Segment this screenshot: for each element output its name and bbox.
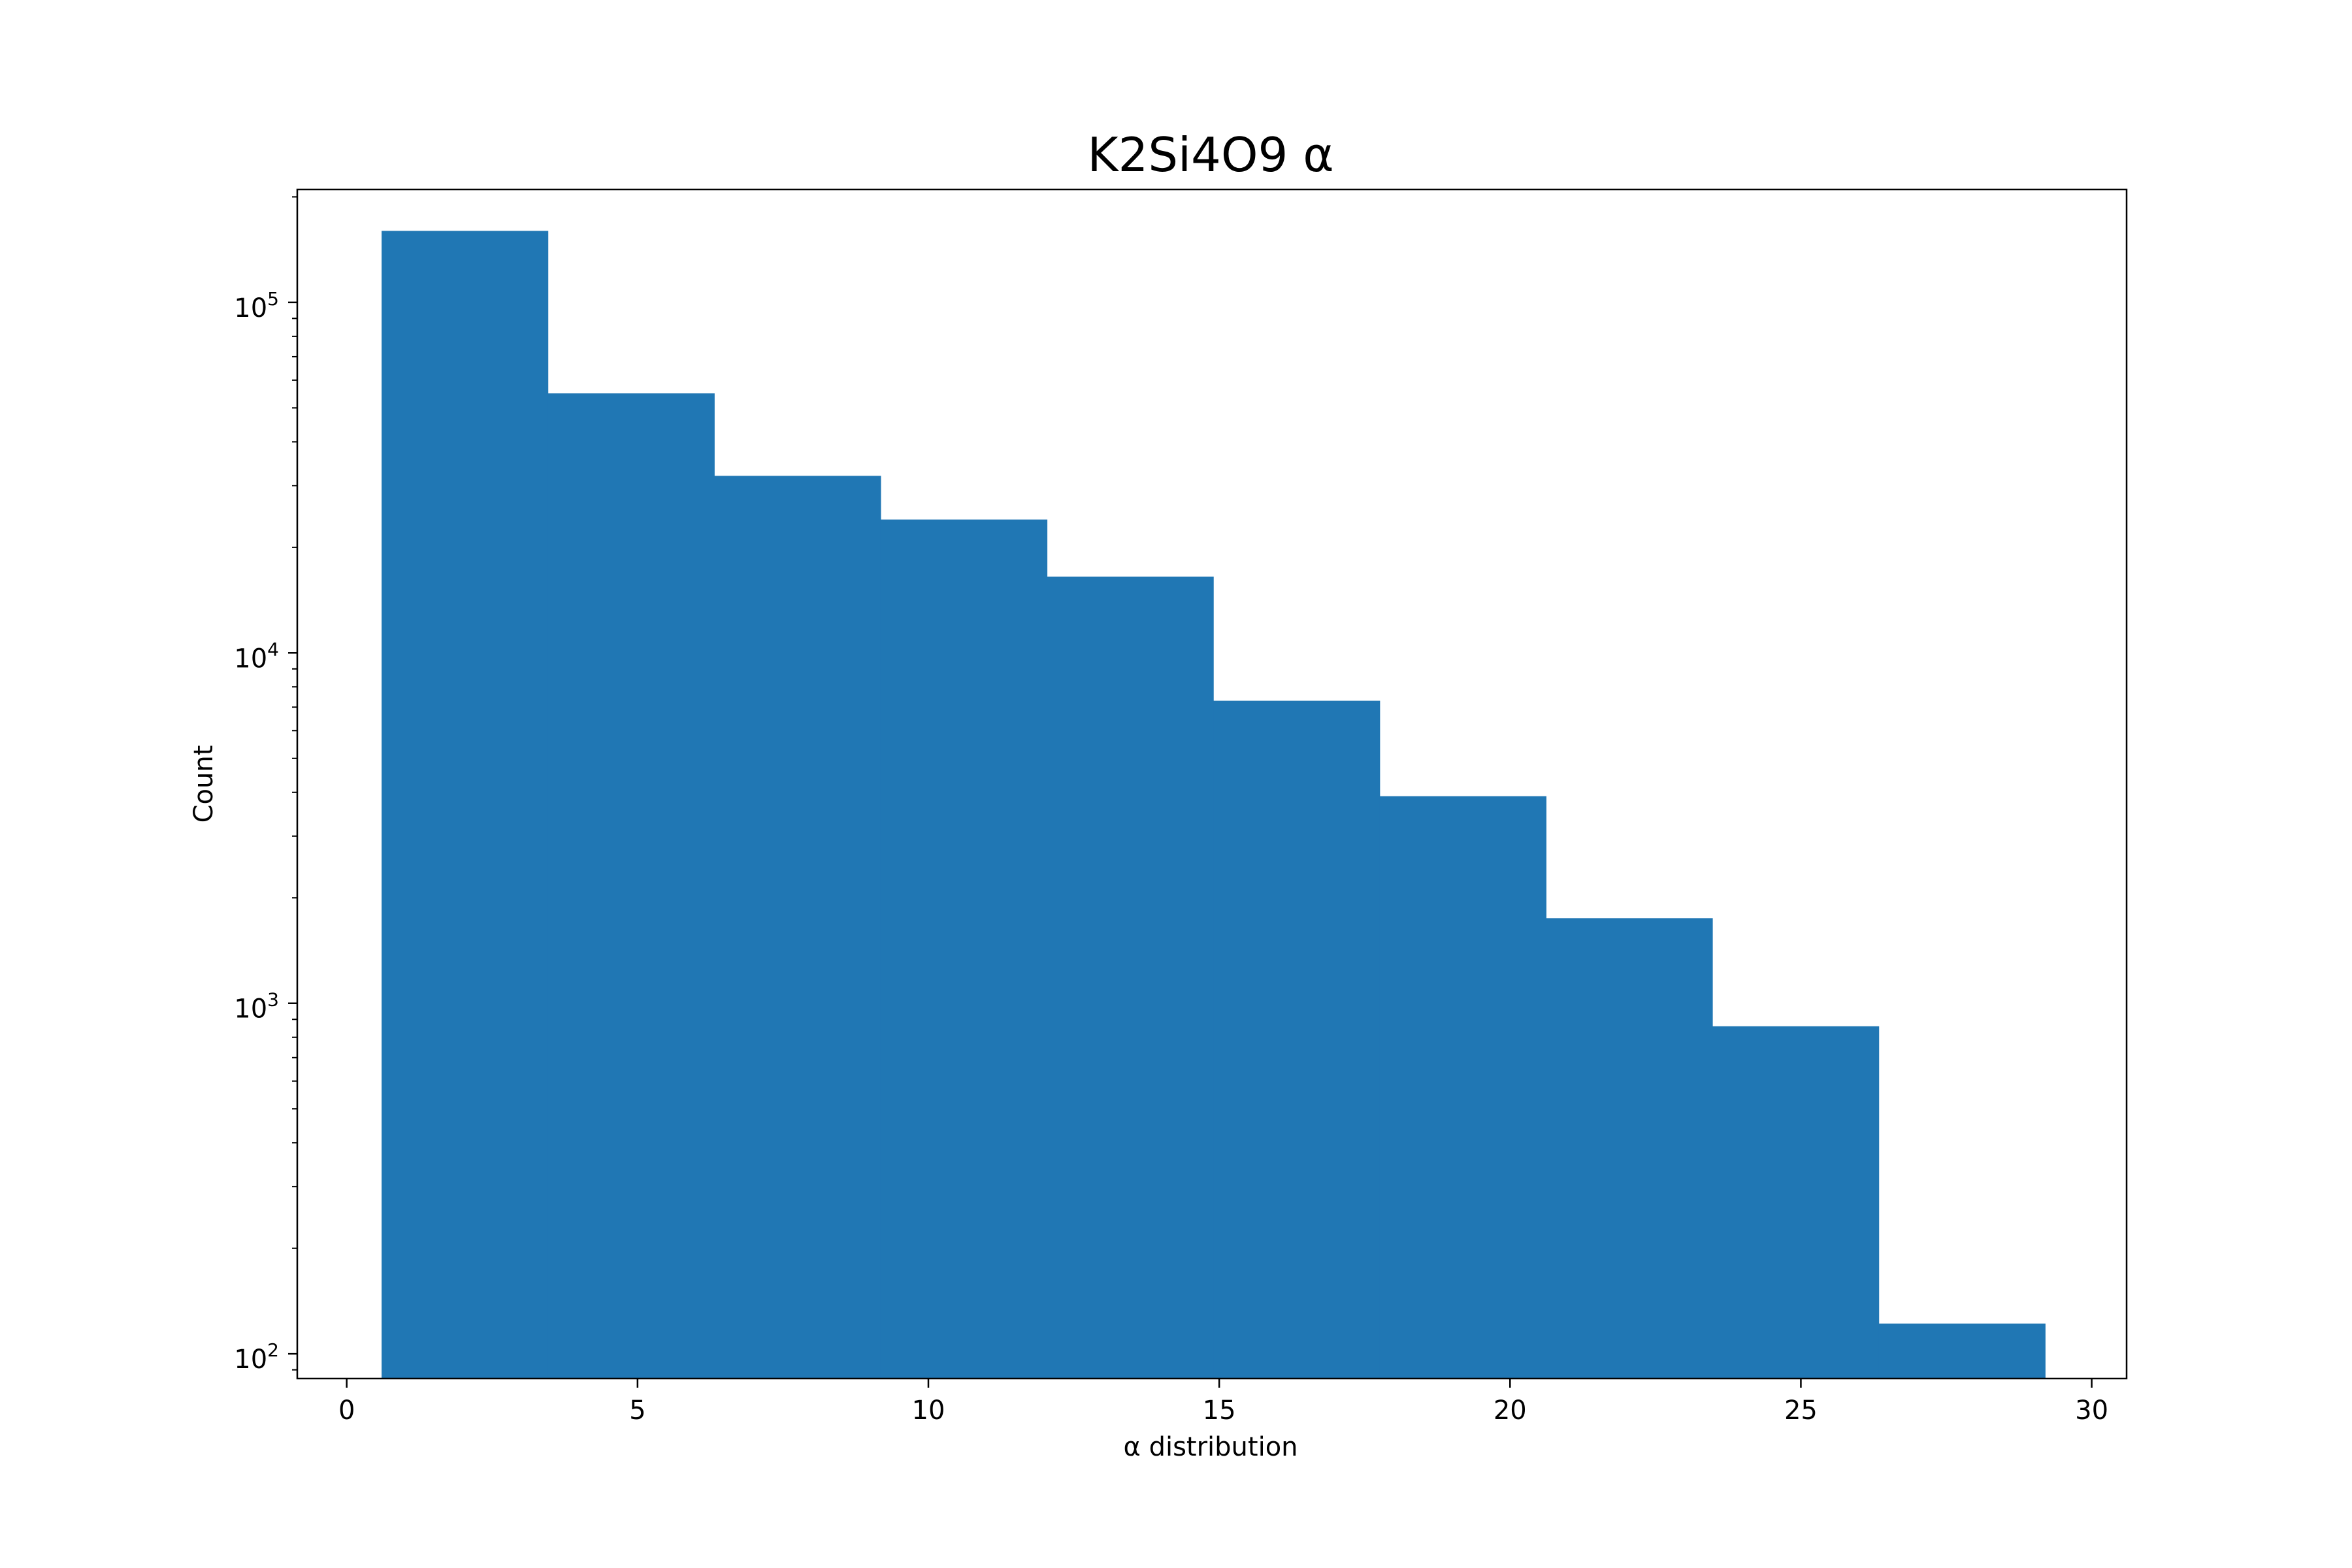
histogram-bar	[1379, 796, 1546, 1379]
histogram-bar	[880, 519, 1048, 1379]
histogram-bar	[1213, 700, 1380, 1379]
y-tick-label: 104	[234, 638, 279, 674]
x-axis-ticks: 0 5 10 15 20 25 30	[338, 1379, 2108, 1426]
x-tick-label: 0	[338, 1396, 355, 1426]
y-minor-ticks	[292, 196, 297, 1371]
x-tick-label: 10	[912, 1396, 945, 1426]
histogram-bar	[547, 393, 715, 1379]
x-tick-label: 5	[629, 1396, 645, 1426]
x-tick-label: 25	[1784, 1396, 1818, 1426]
x-tick-label: 20	[1494, 1396, 1527, 1426]
y-axis-label: Count	[189, 745, 219, 823]
x-tick-label: 15	[1203, 1396, 1236, 1426]
histogram-bar	[714, 476, 881, 1379]
y-tick-label: 105	[234, 288, 279, 323]
histogram-bar	[1712, 1026, 1880, 1379]
y-axis-ticks: 102 103 104 105	[234, 288, 297, 1375]
y-tick-label: 102	[234, 1339, 279, 1375]
histogram-bar	[1047, 576, 1214, 1379]
y-tick-label: 103	[234, 989, 279, 1024]
axes-frame	[296, 188, 2128, 1380]
x-axis-label: α distribution	[1123, 1432, 1298, 1462]
chart-title: K2Si4O9 α	[1087, 127, 1333, 182]
histogram-bar	[382, 231, 549, 1379]
histogram-bar	[1878, 1323, 2046, 1379]
x-tick-label: 30	[2075, 1396, 2108, 1426]
histogram-bar	[1546, 918, 1713, 1379]
bars-group	[382, 231, 2046, 1379]
